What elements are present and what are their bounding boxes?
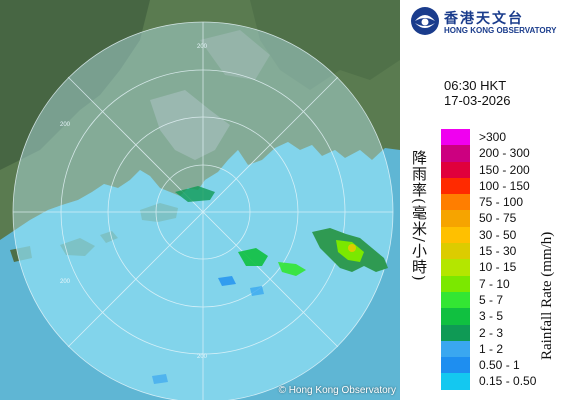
range-label-south: 200 (197, 354, 208, 360)
legend-row: 100 - 150 (441, 177, 575, 195)
legend-panel: 香港天文台 HONG KONG OBSERVATORY 06:30 HKT 17… (400, 0, 577, 400)
rain-echo-core (348, 244, 356, 252)
legend-title-chinese: 降雨率(毫米/小時) (410, 150, 428, 282)
legend-range-label: 3 - 5 (479, 309, 504, 324)
legend-row: 0.50 - 1 (441, 357, 575, 374)
range-rings (12, 21, 394, 400)
radar-map-svg: 200 200 200 200 (0, 0, 400, 400)
legend-range-label: 5 - 7 (479, 292, 504, 307)
legend-swatch (441, 275, 470, 292)
legend-range-label: 7 - 10 (479, 276, 510, 291)
legend-swatch (441, 226, 470, 244)
legend-range-label: 30 - 50 (479, 227, 517, 242)
legend-swatch (441, 194, 470, 211)
legend-row: 5 - 7 (441, 291, 575, 309)
rain-echo-blue-1 (218, 276, 236, 286)
legend-range-label: 0.50 - 1 (479, 358, 520, 373)
timestamp: 06:30 HKT 17-03-2026 (444, 78, 511, 108)
hko-logo[interactable]: 香港天文台 HONG KONG OBSERVATORY (410, 6, 570, 42)
rain-echo-blue-2 (250, 286, 264, 296)
legend-swatch (441, 291, 470, 309)
legend-swatch (441, 161, 470, 178)
legend-range-label: 10 - 15 (479, 260, 517, 275)
timestamp-date: 17-03-2026 (444, 93, 511, 108)
mountain-area (0, 0, 150, 170)
legend-range-label: 75 - 100 (479, 195, 524, 210)
rain-echo-coastal (175, 186, 215, 202)
map-copyright: © Hong Kong Observatory (278, 385, 396, 396)
legend-row: 75 - 100 (441, 194, 575, 211)
legend-row: 30 - 50 (441, 226, 575, 244)
legend-swatch (441, 373, 470, 390)
legend-row: 1 - 2 (441, 340, 575, 358)
legend-range-label: 1 - 2 (479, 341, 504, 356)
rainfall-legend: >300 200 - 300 150 - 200 100 - 150 75 - 100 5… (441, 129, 575, 390)
range-label-north: 200 (197, 44, 208, 50)
rain-echo-middle (278, 262, 306, 276)
legend-swatch (441, 324, 470, 341)
legend-range-label: 100 - 150 (479, 178, 530, 193)
legend-row: 0.15 - 0.50 (441, 373, 575, 390)
legend-range-label: 150 - 200 (479, 162, 530, 177)
urban-area-north (200, 30, 270, 80)
legend-row: 50 - 75 (441, 210, 575, 227)
mountain-area-east (250, 0, 400, 90)
rain-echo-blue-3 (152, 374, 168, 384)
legend-range-label: 2 - 3 (479, 325, 504, 340)
legend-swatch (441, 129, 470, 146)
rain-echo-west-band (238, 248, 268, 266)
range-label-southwest: 200 (60, 279, 71, 285)
timestamp-time: 06:30 HKT (444, 78, 507, 93)
legend-row: 2 - 3 (441, 324, 575, 341)
legend-range-label: >300 (479, 130, 507, 144)
legend-title-english: Rainfall Rate (mm/h) (539, 231, 555, 360)
legend-range-label: 50 - 75 (479, 211, 517, 226)
radar-disc-sea (13, 142, 393, 400)
range-labels: 200 200 200 200 (60, 44, 208, 360)
legend-row: 3 - 5 (441, 308, 575, 325)
urban-area (150, 90, 230, 160)
legend-swatch (441, 243, 470, 260)
legend-swatch (441, 357, 470, 374)
legend-row: 7 - 10 (441, 275, 575, 292)
legend-swatch (441, 340, 470, 358)
legend-swatch (441, 210, 470, 227)
legend-row: 200 - 300 (441, 145, 575, 162)
legend-swatch (441, 259, 470, 276)
radar-map[interactable]: 200 200 200 200 © Hong Kong Observatory (0, 0, 400, 400)
legend-row: 15 - 30 (441, 243, 575, 260)
legend-range-label: 200 - 300 (479, 146, 530, 161)
hko-logo-icon (411, 7, 439, 35)
rain-echoes (152, 186, 388, 384)
logo-english-name: HONG KONG OBSERVATORY (444, 26, 557, 35)
legend-range-label: 15 - 30 (479, 244, 517, 259)
logo-chinese-name: 香港天文台 (444, 11, 524, 27)
legend-range-label: 0.15 - 0.50 (479, 374, 537, 389)
legend-swatch (441, 145, 470, 162)
range-label-west: 200 (60, 122, 71, 128)
legend-swatch (441, 308, 470, 325)
legend-row: 150 - 200 (441, 161, 575, 178)
legend-row: 10 - 15 (441, 259, 575, 276)
range-spoke-diag2 (67, 76, 339, 348)
legend-row: >300 (441, 129, 575, 146)
legend-swatch (441, 177, 470, 195)
